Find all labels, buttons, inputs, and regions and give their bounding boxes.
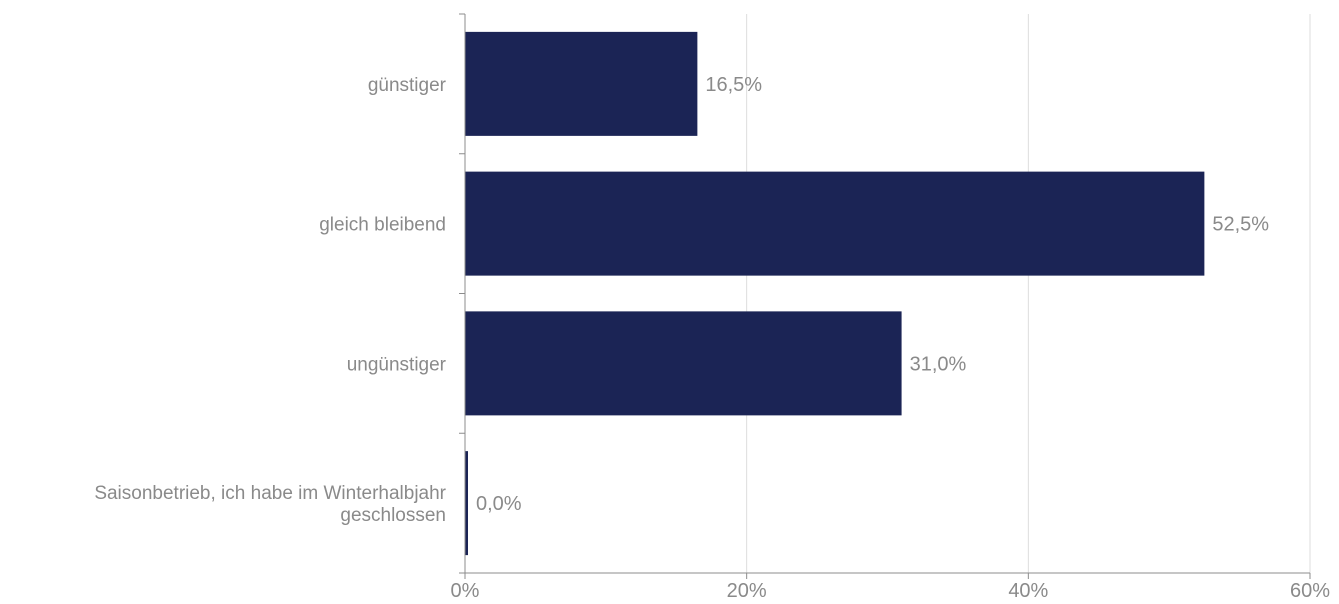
bar (465, 31, 698, 136)
bar (465, 311, 902, 416)
grid-lines (746, 14, 1311, 573)
axes (459, 13, 1311, 579)
bar (465, 171, 1205, 276)
labels: 0% 20% 40% 60% 16,5% günstiger 52,5% gleich ble… (94, 74, 1330, 602)
data-label: 31,0% (910, 353, 967, 375)
category-label: gleich bleibend (319, 215, 446, 236)
x-tick-label: 0% (451, 580, 480, 602)
category-label: günstiger (368, 75, 447, 96)
x-tick-label: 40% (1008, 580, 1048, 602)
data-label: 16,5% (705, 74, 762, 96)
x-tick-label: 20% (727, 580, 767, 602)
category-label: ungünstiger (347, 354, 447, 375)
data-label: 52,5% (1212, 214, 1269, 236)
category-label: Saisonbetrieb, ich habe im Winterhalbjah… (94, 483, 446, 526)
data-label: 0,0% (476, 493, 522, 515)
x-tick-label: 60% (1290, 580, 1330, 602)
bar (465, 451, 468, 556)
bars (465, 31, 1205, 556)
